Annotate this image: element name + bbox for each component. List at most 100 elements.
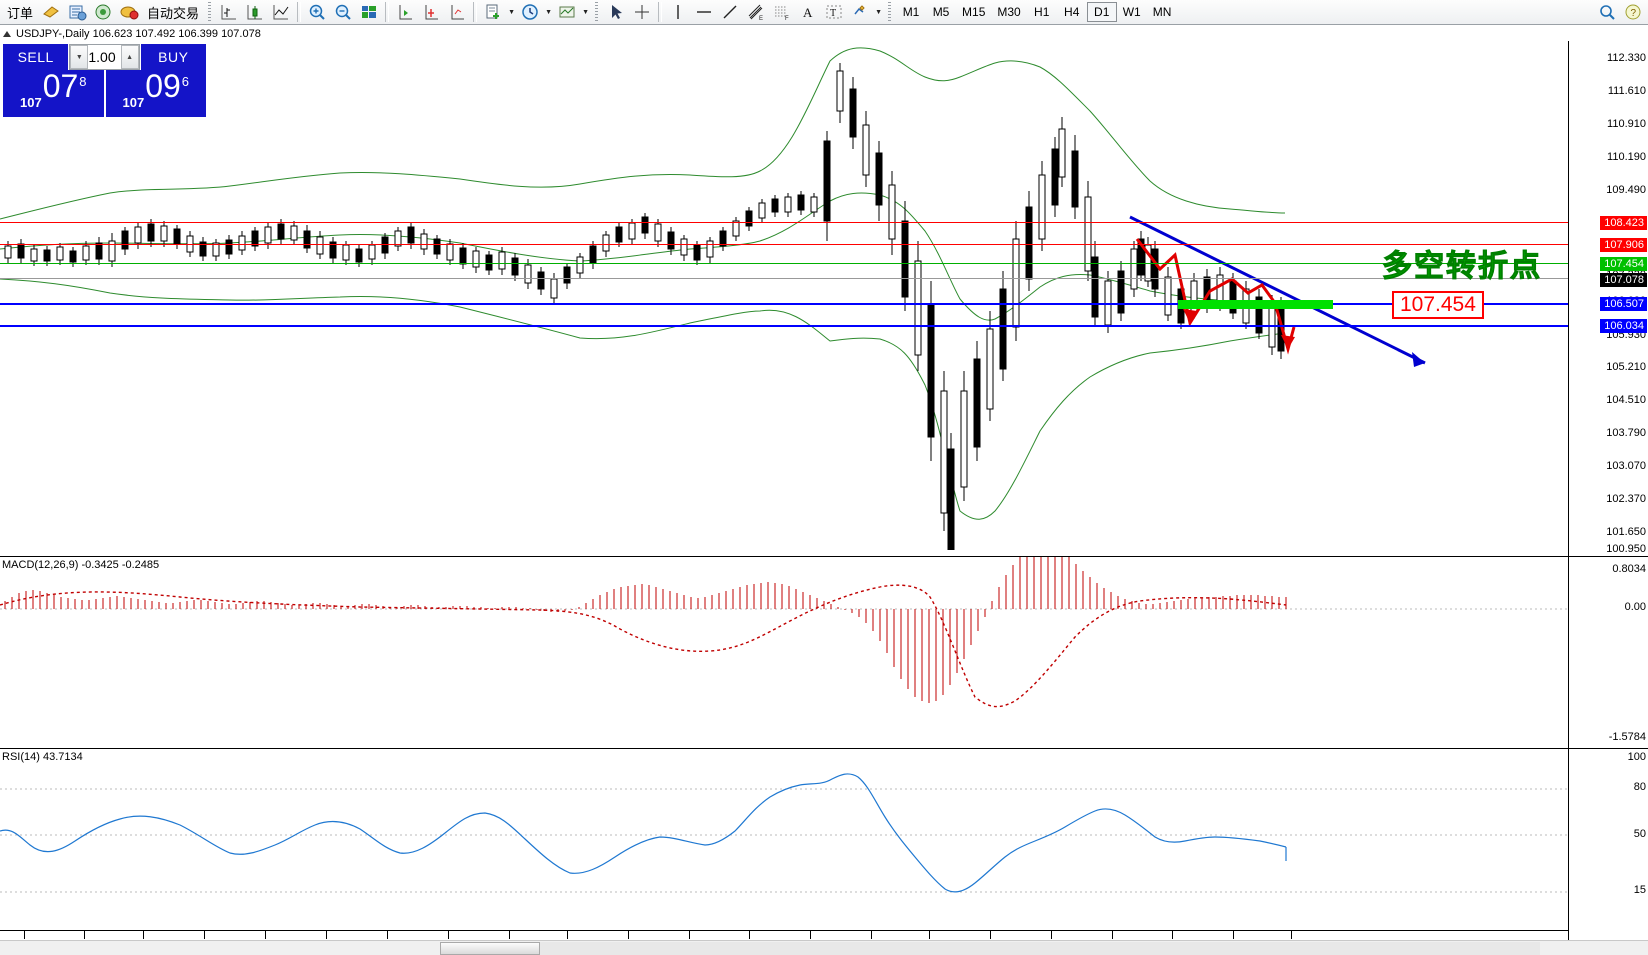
zoom-out-icon[interactable]: [330, 1, 356, 24]
vertical-line-icon[interactable]: [665, 1, 691, 24]
timeframe-h1[interactable]: H1: [1034, 5, 1050, 19]
sell-button[interactable]: SELL: [3, 44, 69, 70]
timeframe-m1[interactable]: M1: [902, 5, 920, 19]
period-dropdown-icon[interactable]: ▼: [545, 8, 552, 16]
price-tag-support-1[interactable]: 106.507: [1600, 297, 1647, 311]
rsi-axis-tick: 80: [1633, 781, 1646, 793]
volume-down-icon[interactable]: ▼: [70, 45, 89, 69]
crosshair-icon[interactable]: [629, 1, 655, 24]
price-pane[interactable]: 多空转折点 107.454: [0, 41, 1648, 550]
date-tick: [265, 931, 266, 939]
volume-up-icon[interactable]: ▲: [120, 45, 139, 69]
sell-price-display[interactable]: 107 07 8: [3, 70, 104, 117]
auto-scroll-icon[interactable]: [444, 1, 470, 24]
oct-price-row: 107 07 8 107 09 6: [3, 70, 206, 117]
volume-value[interactable]: 1.00: [88, 45, 121, 69]
price-tag-pivot[interactable]: 107.454: [1600, 257, 1647, 271]
price-tag-resistance-1[interactable]: 108.423: [1600, 216, 1647, 230]
scrollbar-thumb[interactable]: [440, 941, 540, 955]
objects-dropdown-icon[interactable]: ▼: [875, 8, 882, 16]
toolbar-grip-1[interactable]: [207, 2, 214, 22]
cursor-icon[interactable]: [603, 1, 629, 24]
resistance-line-107906[interactable]: [0, 244, 1568, 245]
candlestick-chart-icon[interactable]: [242, 1, 268, 24]
new-order-icon[interactable]: [38, 1, 64, 24]
timeframe-d1[interactable]: D1: [1086, 2, 1117, 22]
chart-shift-icon[interactable]: [418, 1, 444, 24]
terminal-icon[interactable]: [116, 1, 142, 24]
pivot-line-107454[interactable]: [0, 263, 1568, 264]
toolbar-grip-3[interactable]: [887, 2, 894, 22]
support-line-106507[interactable]: [0, 303, 1568, 305]
support-zone-rectangle[interactable]: [1178, 300, 1333, 309]
data-window-icon[interactable]: [64, 1, 90, 24]
one-click-trading-panel[interactable]: SELL ▼ 1.00 ▲ BUY 107 07 8 107 09 6: [3, 44, 206, 117]
search-icon[interactable]: [1594, 1, 1620, 24]
timeframe-h4[interactable]: H4: [1064, 5, 1080, 19]
timeframe-m15[interactable]: M15: [962, 5, 986, 19]
date-tick: [84, 931, 85, 939]
price-tag-support-2[interactable]: 106.034: [1600, 319, 1647, 333]
last-price-line-107078[interactable]: [0, 278, 1568, 279]
axis-tick: 101.650: [1606, 526, 1646, 538]
help-icon[interactable]: ?: [1620, 1, 1646, 24]
svg-text:?: ?: [1631, 8, 1637, 19]
date-tick: [689, 931, 690, 939]
rsi-pane[interactable]: RSI(14) 43.7134: [0, 748, 1648, 931]
shift-end-icon[interactable]: [392, 1, 418, 24]
macd-pane[interactable]: MACD(12,26,9) -0.3425 -0.2485: [0, 556, 1648, 746]
timeframe-m5[interactable]: M5: [932, 5, 950, 19]
time-axis[interactable]: [0, 930, 1568, 931]
orders-button[interactable]: 订单: [7, 5, 34, 21]
buy-button[interactable]: BUY: [140, 44, 206, 70]
equidistant-channel-icon[interactable]: E: [743, 1, 769, 24]
date-tick: [143, 931, 144, 939]
price-tag-resistance-2[interactable]: 107.906: [1600, 238, 1647, 252]
line-chart-icon[interactable]: [268, 1, 294, 24]
indicators-icon[interactable]: [554, 1, 580, 24]
templates-icon[interactable]: [480, 1, 506, 24]
turning-point-annotation[interactable]: 多空转折点: [1382, 249, 1542, 285]
collapse-triangle-icon[interactable]: [3, 30, 11, 37]
price-level-callout[interactable]: 107.454: [1392, 291, 1484, 319]
trendline-icon[interactable]: [717, 1, 743, 24]
macd-axis-tick: -1.5784: [1608, 731, 1646, 743]
scrollbar-track[interactable]: [540, 941, 1540, 955]
volume-stepper[interactable]: ▼ 1.00 ▲: [69, 44, 140, 70]
rsi-axis-tick: 100: [1627, 751, 1646, 763]
macd-graphics: [0, 557, 1568, 708]
support-line-106034[interactable]: [0, 325, 1568, 327]
tile-windows-icon[interactable]: [356, 1, 382, 24]
bar-chart-icon[interactable]: [216, 1, 242, 24]
navigator-icon[interactable]: [90, 1, 116, 24]
chart-canvas[interactable]: 多空转折点 107.454 MACD(12,26,9) -0.3425 -0.2…: [0, 41, 1648, 955]
period-icon[interactable]: [517, 1, 543, 24]
price-tag-last[interactable]: 107.078: [1600, 273, 1647, 287]
svg-text:E: E: [759, 16, 763, 22]
axis-tick: 105.210: [1606, 361, 1646, 373]
indicators-dropdown-icon[interactable]: ▼: [582, 8, 589, 16]
templates-dropdown-icon[interactable]: ▼: [508, 8, 515, 16]
horizontal-scrollbar[interactable]: [0, 940, 1648, 955]
axis-tick: 109.490: [1606, 184, 1646, 196]
zoom-in-icon[interactable]: [304, 1, 330, 24]
date-tick: [990, 931, 991, 939]
buy-price-display[interactable]: 107 09 6: [105, 70, 206, 117]
date-tick: [1172, 931, 1173, 939]
timeframe-m30[interactable]: M30: [997, 5, 1021, 19]
date-tick: [448, 931, 449, 939]
resistance-line-108423[interactable]: [0, 222, 1568, 223]
timeframe-w1[interactable]: W1: [1122, 5, 1141, 19]
text-label-icon[interactable]: T: [821, 1, 847, 24]
toolbar-grip-2[interactable]: [594, 2, 601, 22]
objects-icon[interactable]: [847, 1, 873, 24]
autotrade-button[interactable]: 自动交易: [147, 5, 200, 21]
fibo-retracement-icon[interactable]: F: [769, 1, 795, 24]
axis-tick: 104.510: [1606, 394, 1646, 406]
horizontal-line-icon[interactable]: [691, 1, 717, 24]
timeframe-mn[interactable]: MN: [1152, 5, 1172, 19]
price-axis[interactable]: 112.330 111.610 110.910 110.190 109.490 …: [1568, 41, 1648, 955]
price-chart-graphics: [0, 47, 1426, 550]
toolbar-sep-3: [473, 2, 478, 22]
text-icon[interactable]: A: [795, 1, 821, 24]
